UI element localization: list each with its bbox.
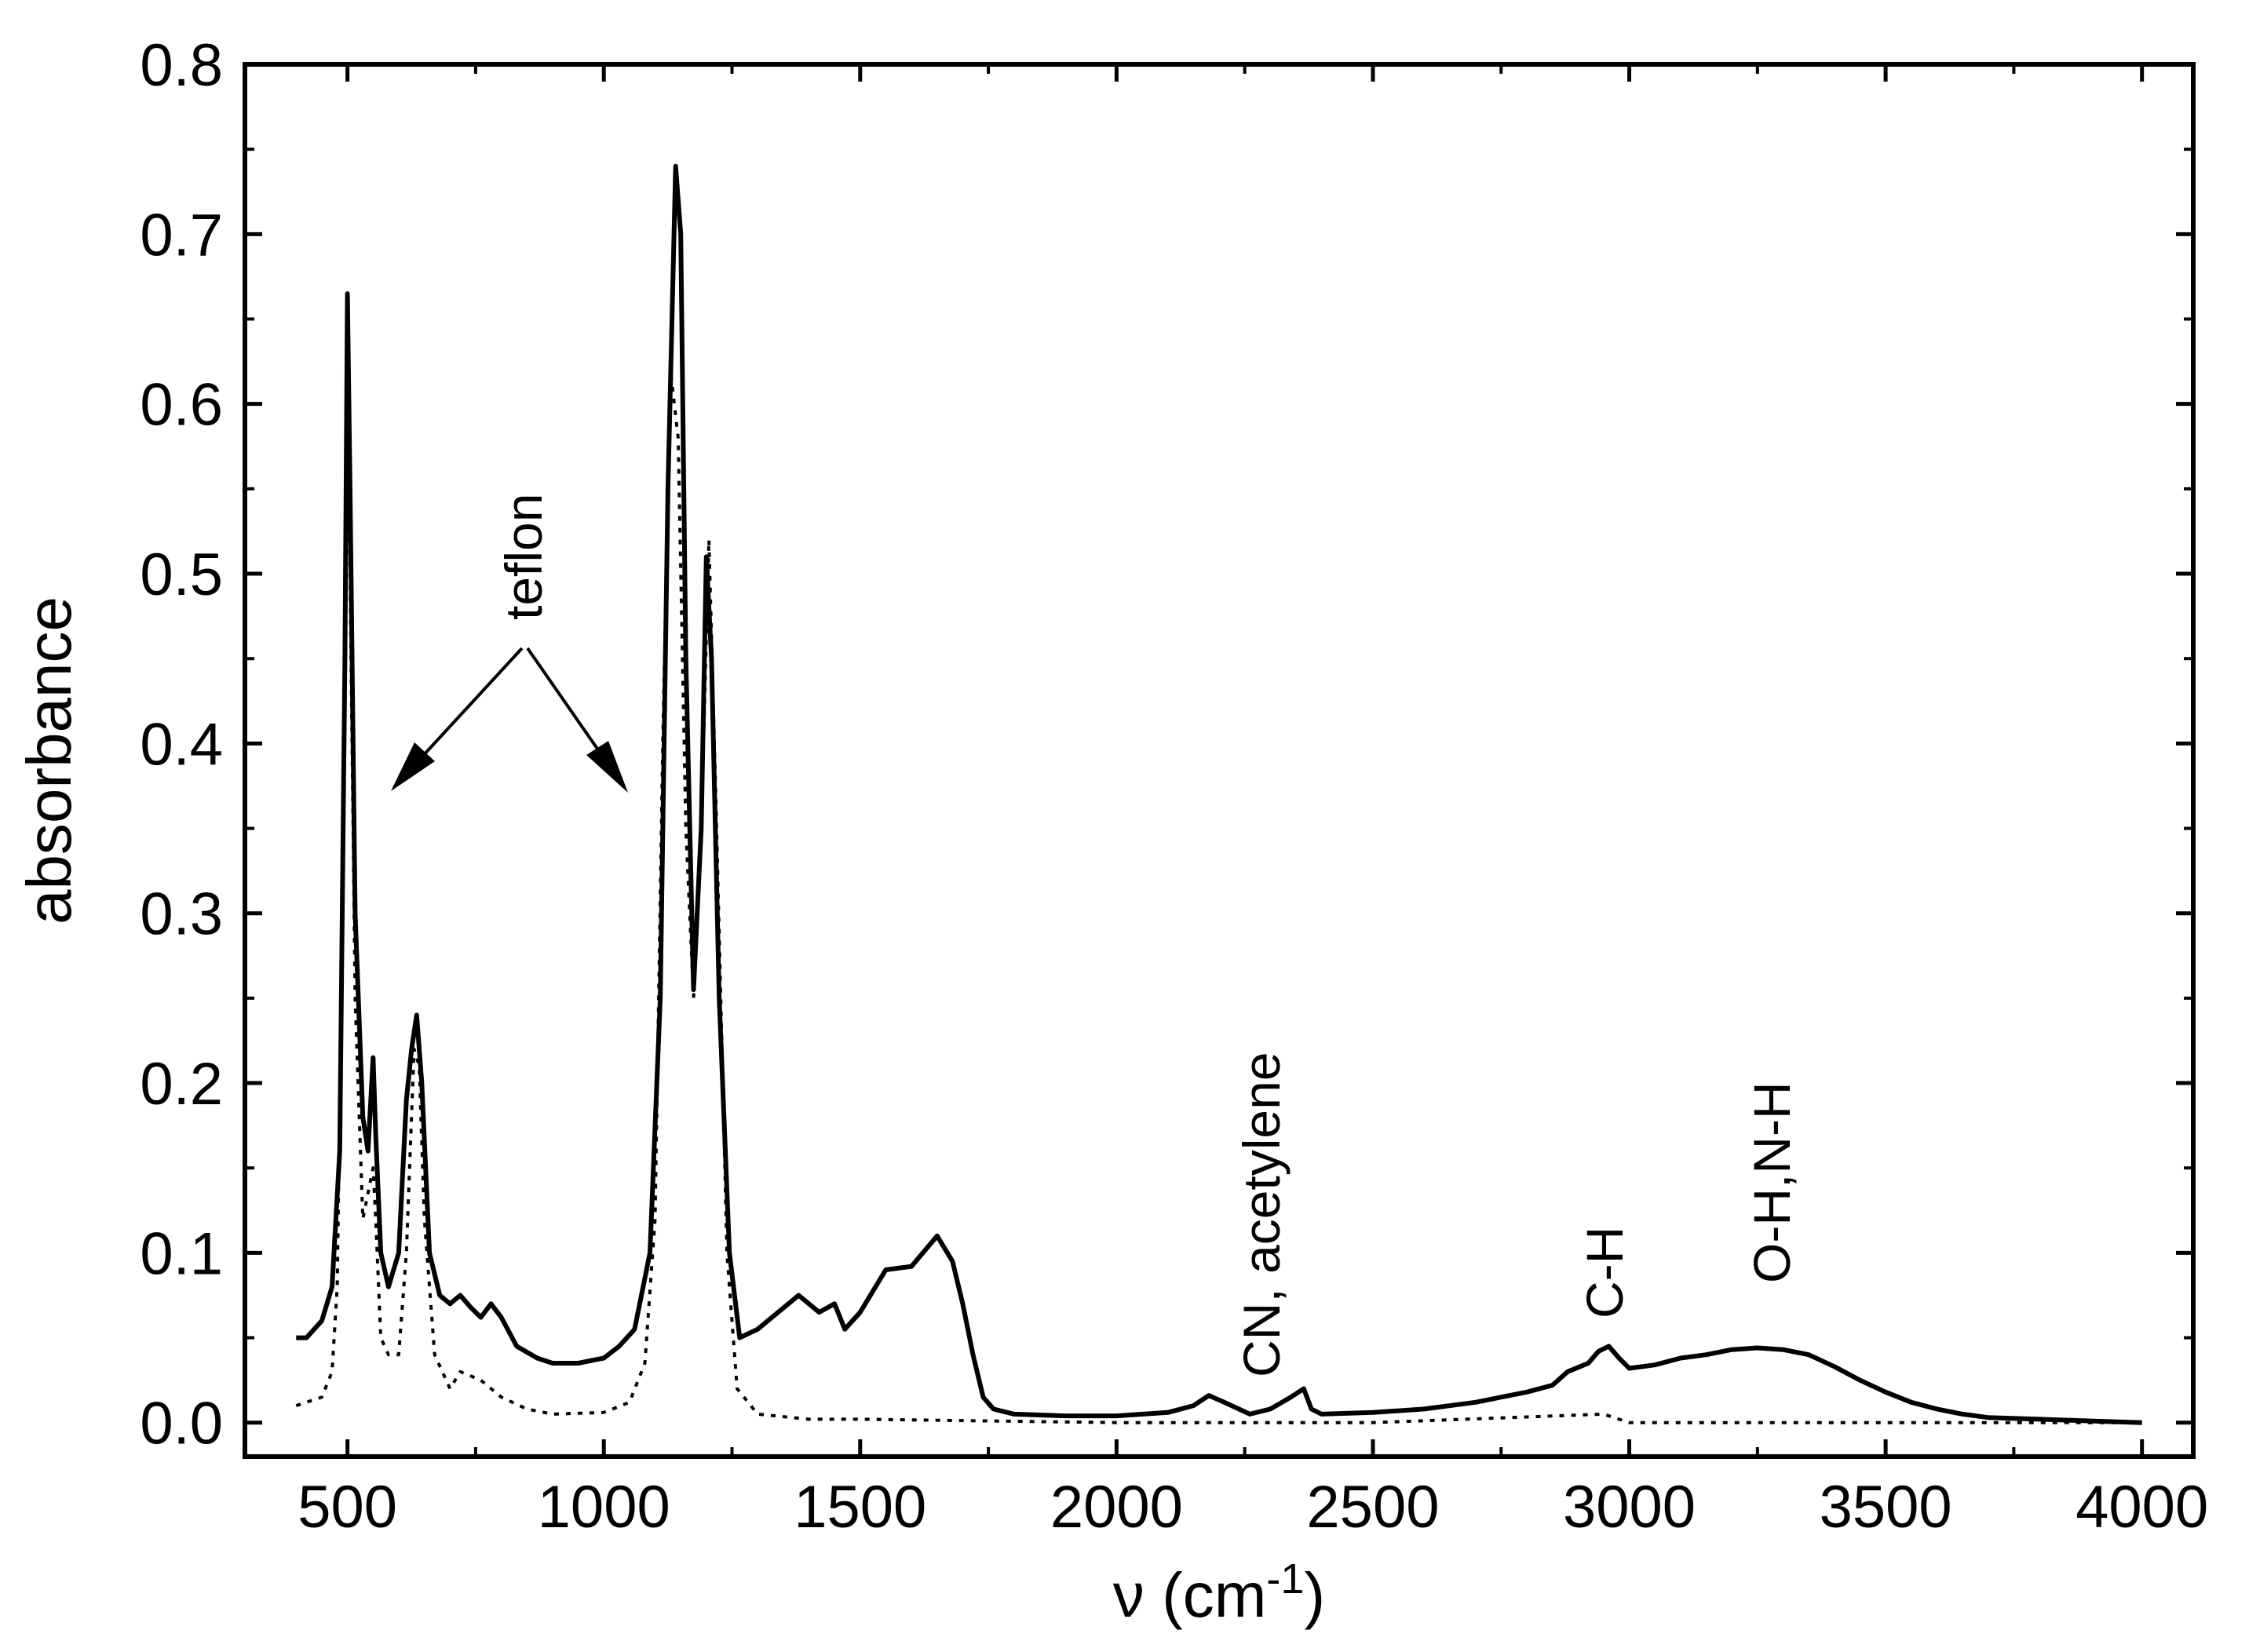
x-tick-label: 2000 xyxy=(1050,1474,1183,1541)
teflon-annotation: teflon xyxy=(495,494,553,620)
y-tick-label: 0.0 xyxy=(140,1391,223,1457)
x-tick-label: 3000 xyxy=(1563,1474,1696,1541)
series-dotted-line xyxy=(295,368,2142,1424)
x-tick-label: 1000 xyxy=(538,1474,670,1541)
y-tick-label: 0.2 xyxy=(140,1051,223,1118)
y-axis-title: absorbance xyxy=(14,596,84,924)
y-tick-label: 0.1 xyxy=(140,1220,223,1287)
x-tick-label: 4000 xyxy=(2076,1474,2208,1541)
y-tick-label: 0.8 xyxy=(140,32,223,99)
plot-area xyxy=(295,163,2142,1425)
teflon-arrowhead-left xyxy=(391,742,435,791)
annotation-layer: teflon CN, acetylene C-H O-H,N-H xyxy=(391,494,1801,1377)
x-tick-label: 3500 xyxy=(1820,1474,1952,1541)
x-axis: 500 1000 1500 2000 2500 3000 3500 4000 xyxy=(298,64,2208,1541)
teflon-arrowhead-right xyxy=(586,741,628,793)
y-tick-label: 0.7 xyxy=(140,202,223,268)
y-tick-label: 0.5 xyxy=(140,542,223,608)
x-tick-label: 1500 xyxy=(794,1474,926,1541)
o-h-n-h-annotation: O-H,N-H xyxy=(1743,1081,1801,1283)
plot-frame xyxy=(243,62,2196,1459)
x-tick-label: 2500 xyxy=(1306,1474,1439,1541)
series-layer xyxy=(295,163,2142,1425)
y-tick-label: 0.4 xyxy=(140,711,223,778)
series-solid-line xyxy=(296,163,2142,1425)
c-h-annotation: C-H xyxy=(1575,1227,1634,1318)
x-axis-title: ν (cm-1) xyxy=(1113,1555,1325,1630)
y-tick-label: 0.6 xyxy=(140,372,223,439)
y-tick-label: 0.3 xyxy=(140,881,223,948)
cn-acetylene-annotation: CN, acetylene xyxy=(1232,1052,1291,1377)
y-axis: 0.0 0.1 0.2 0.3 0.4 0.5 0.6 0.7 0.8 xyxy=(140,32,2193,1457)
x-tick-label: 500 xyxy=(298,1474,397,1541)
